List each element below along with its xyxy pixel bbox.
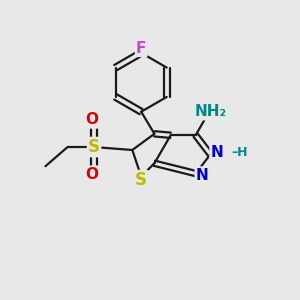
- Text: O: O: [85, 167, 98, 182]
- Text: N: N: [196, 167, 208, 182]
- Text: S: S: [88, 138, 100, 156]
- Text: –H: –H: [232, 146, 248, 159]
- Text: S: S: [135, 171, 147, 189]
- Text: O: O: [85, 112, 98, 128]
- Text: F: F: [136, 41, 146, 56]
- Text: N: N: [211, 146, 223, 160]
- Text: NH₂: NH₂: [194, 104, 226, 119]
